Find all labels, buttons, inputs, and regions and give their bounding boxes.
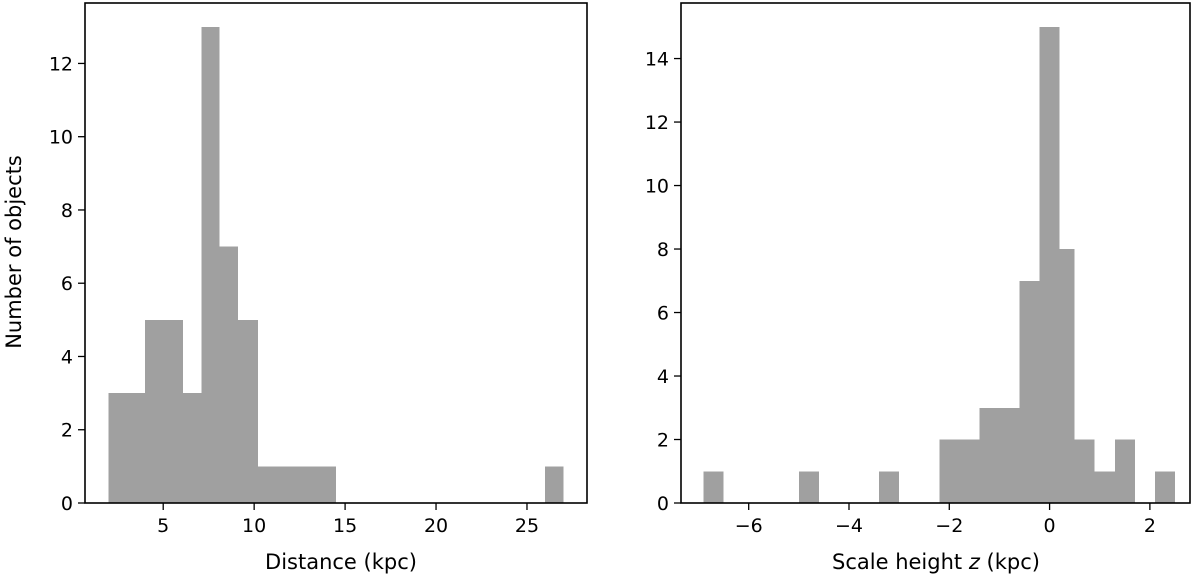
y-tick-label: 8 (61, 200, 73, 222)
left-y-axis-label: Number of objects (2, 155, 26, 349)
histogram-bar (879, 471, 900, 503)
scale-height-histogram-panel: −6 −4 −2 0 2 0 2 4 6 8 10 12 14 (645, 2, 1191, 537)
x-tick-label: 20 (424, 515, 448, 537)
histogram-bar (1094, 471, 1115, 503)
x-tick-label: 25 (515, 515, 539, 537)
histogram-bar (1074, 439, 1095, 503)
y-tick-label: 0 (61, 493, 73, 515)
histogram-bar (237, 319, 258, 503)
histogram-bar (798, 471, 819, 503)
histogram-bar (1154, 471, 1175, 503)
x-tick-label: −2 (935, 515, 963, 537)
y-tick-label: 12 (49, 53, 73, 75)
histogram-bar (108, 393, 146, 503)
y-tick-label: 0 (657, 493, 669, 515)
histogram-bar (703, 471, 724, 503)
x-tick-label: 15 (333, 515, 357, 537)
histogram-bar (183, 393, 202, 503)
histogram-bar (145, 319, 184, 503)
y-tick-label: 12 (645, 112, 669, 134)
y-tick-label: 14 (645, 49, 669, 71)
histogram-bar (1059, 249, 1075, 503)
y-tick-label: 4 (657, 366, 669, 388)
plot-frame (680, 2, 1191, 504)
distance-histogram-panel: 5 10 15 20 25 0 2 4 6 8 10 12 (49, 2, 588, 537)
y-tick-label: 8 (657, 239, 669, 261)
x-tick-label: 10 (242, 515, 266, 537)
histogram-bar (1039, 26, 1060, 504)
right-x-axis-label-main: Scale height (832, 550, 962, 574)
y-tick-label: 2 (657, 430, 669, 452)
x-tick-label: −6 (735, 515, 763, 537)
histogram-bar (959, 439, 980, 503)
y-tick-label: 2 (61, 420, 73, 442)
right-x-axis-label: Scale height z (kpc) (832, 550, 1040, 574)
histogram-bar (545, 466, 564, 503)
x-tick-label: −4 (835, 515, 863, 537)
histogram-bar (1019, 280, 1040, 503)
x-tick-label: 0 (1044, 515, 1056, 537)
y-tick-label: 4 (61, 346, 73, 368)
histogram-bar (939, 439, 960, 503)
left-x-axis-label: Distance (kpc) (265, 550, 417, 574)
x-tick-label: 5 (157, 515, 169, 537)
histogram-bar (201, 26, 220, 504)
plot-frame (84, 2, 588, 504)
y-tick-label: 6 (61, 273, 73, 295)
y-tick-label: 10 (645, 176, 669, 198)
histogram-bar (257, 466, 336, 503)
right-x-axis-label-unit: (kpc) (987, 550, 1040, 574)
y-tick-label: 6 (657, 303, 669, 325)
histogram-bar (219, 246, 238, 504)
histogram-bar (1114, 439, 1135, 503)
right-x-axis-label-variable: z (968, 550, 981, 574)
y-tick-label: 10 (49, 127, 73, 149)
x-tick-label: 2 (1144, 515, 1156, 537)
histogram-bar (979, 407, 1020, 503)
